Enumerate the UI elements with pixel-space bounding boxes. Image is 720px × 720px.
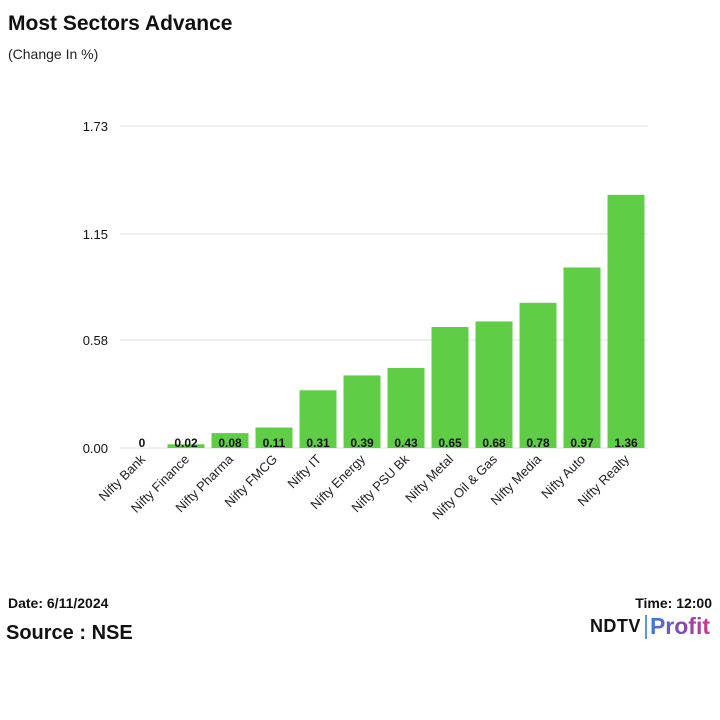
bar-value-label: 0.08	[218, 436, 242, 450]
bar	[343, 375, 381, 448]
bar-value-label: 0.68	[482, 436, 506, 450]
bar-value-label: 0	[139, 436, 146, 450]
logo-divider	[644, 614, 647, 639]
logo-ndtv-text: NDTV	[589, 616, 641, 636]
bar-value-label: 0.97	[570, 436, 594, 450]
y-tick-label: 0.00	[83, 441, 108, 456]
chart-subtitle: (Change In %)	[8, 46, 99, 62]
bar	[431, 327, 469, 448]
y-tick-label: 1.15	[83, 227, 108, 242]
chart-title: Most Sectors Advance	[8, 12, 233, 35]
bar	[255, 427, 293, 448]
bar	[211, 433, 249, 448]
bar-value-label: 0.31	[306, 436, 330, 450]
y-tick-label: 0.58	[83, 333, 108, 348]
date-label: Date: 6/11/2024	[8, 595, 109, 611]
bar-value-label: 0.11	[263, 436, 286, 450]
bar	[607, 194, 645, 448]
bar	[299, 390, 337, 448]
bar	[167, 444, 205, 448]
bar-value-label: 1.36	[614, 436, 638, 450]
ndtv-profit-logo: NDTV Profit	[590, 613, 710, 640]
bar	[475, 321, 513, 448]
bar-value-label: 0.39	[350, 436, 374, 450]
y-tick-label: 1.73	[83, 119, 108, 134]
bar	[387, 367, 425, 448]
bar-value-label: 0.02	[174, 436, 198, 450]
bar-value-label: 0.43	[394, 436, 418, 450]
bar-value-label: 0.78	[526, 436, 550, 450]
x-tick-label: Nifty IT	[284, 451, 324, 491]
time-label: Time: 12:00	[635, 595, 712, 611]
source-label: Source : NSE	[6, 622, 133, 644]
logo-profit-text: Profit	[649, 613, 710, 639]
bar-value-label: 0.65	[438, 436, 462, 450]
bar	[563, 267, 601, 448]
bar	[519, 302, 557, 448]
